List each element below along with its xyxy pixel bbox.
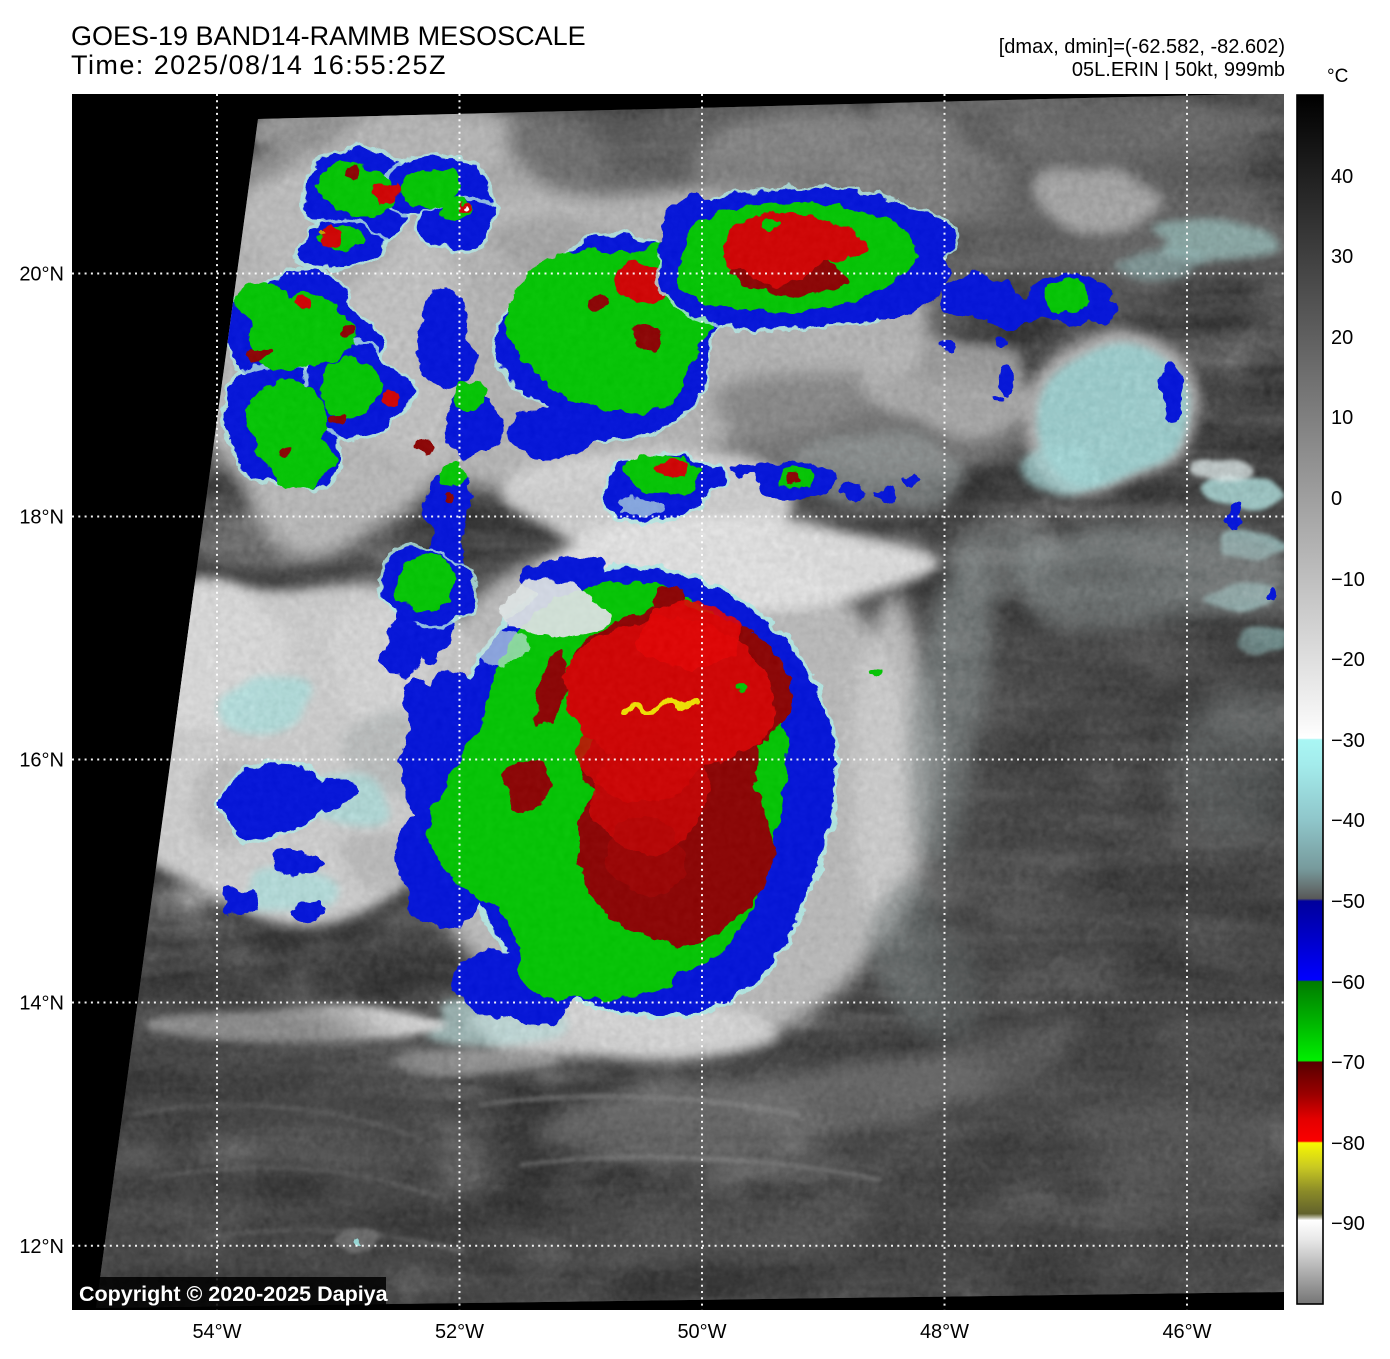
svg-text:30: 30 — [1331, 246, 1353, 268]
svg-text:−80: −80 — [1331, 1133, 1365, 1155]
svg-text:20: 20 — [1331, 327, 1353, 349]
svg-text:−70: −70 — [1331, 1052, 1365, 1074]
svg-text:−30: −30 — [1331, 730, 1365, 752]
svg-text:16°N: 16°N — [19, 750, 64, 772]
svg-text:54°W: 54°W — [192, 1321, 241, 1343]
svg-text:05L.ERIN | 50kt, 999mb: 05L.ERIN | 50kt, 999mb — [1072, 59, 1285, 81]
svg-text:14°N: 14°N — [19, 993, 64, 1015]
svg-text:−50: −50 — [1331, 891, 1365, 913]
svg-text:GOES-19 BAND14-RAMMB MESOSCALE: GOES-19 BAND14-RAMMB MESOSCALE — [71, 21, 586, 51]
svg-text:°C: °C — [1327, 66, 1348, 87]
svg-text:Copyright © 2020-2025 Dapiya: Copyright © 2020-2025 Dapiya — [79, 1282, 389, 1306]
svg-text:−40: −40 — [1331, 810, 1365, 832]
svg-text:12°N: 12°N — [19, 1236, 64, 1258]
svg-text:48°W: 48°W — [920, 1321, 969, 1343]
svg-text:Time: 2025/08/14 16:55:25Z: Time: 2025/08/14 16:55:25Z — [71, 50, 447, 80]
svg-text:10: 10 — [1331, 407, 1353, 429]
svg-text:−60: −60 — [1331, 972, 1365, 994]
svg-text:46°W: 46°W — [1162, 1321, 1211, 1343]
svg-text:[dmax, dmin]=(-62.582, -82.602: [dmax, dmin]=(-62.582, -82.602) — [999, 36, 1285, 58]
svg-text:20°N: 20°N — [19, 264, 64, 286]
svg-text:−20: −20 — [1331, 649, 1365, 671]
svg-text:0: 0 — [1331, 488, 1342, 510]
svg-text:50°W: 50°W — [677, 1321, 726, 1343]
svg-text:40: 40 — [1331, 166, 1353, 188]
svg-text:−90: −90 — [1331, 1213, 1365, 1235]
svg-text:−10: −10 — [1331, 569, 1365, 591]
svg-text:52°W: 52°W — [435, 1321, 484, 1343]
svg-text:18°N: 18°N — [19, 507, 64, 529]
